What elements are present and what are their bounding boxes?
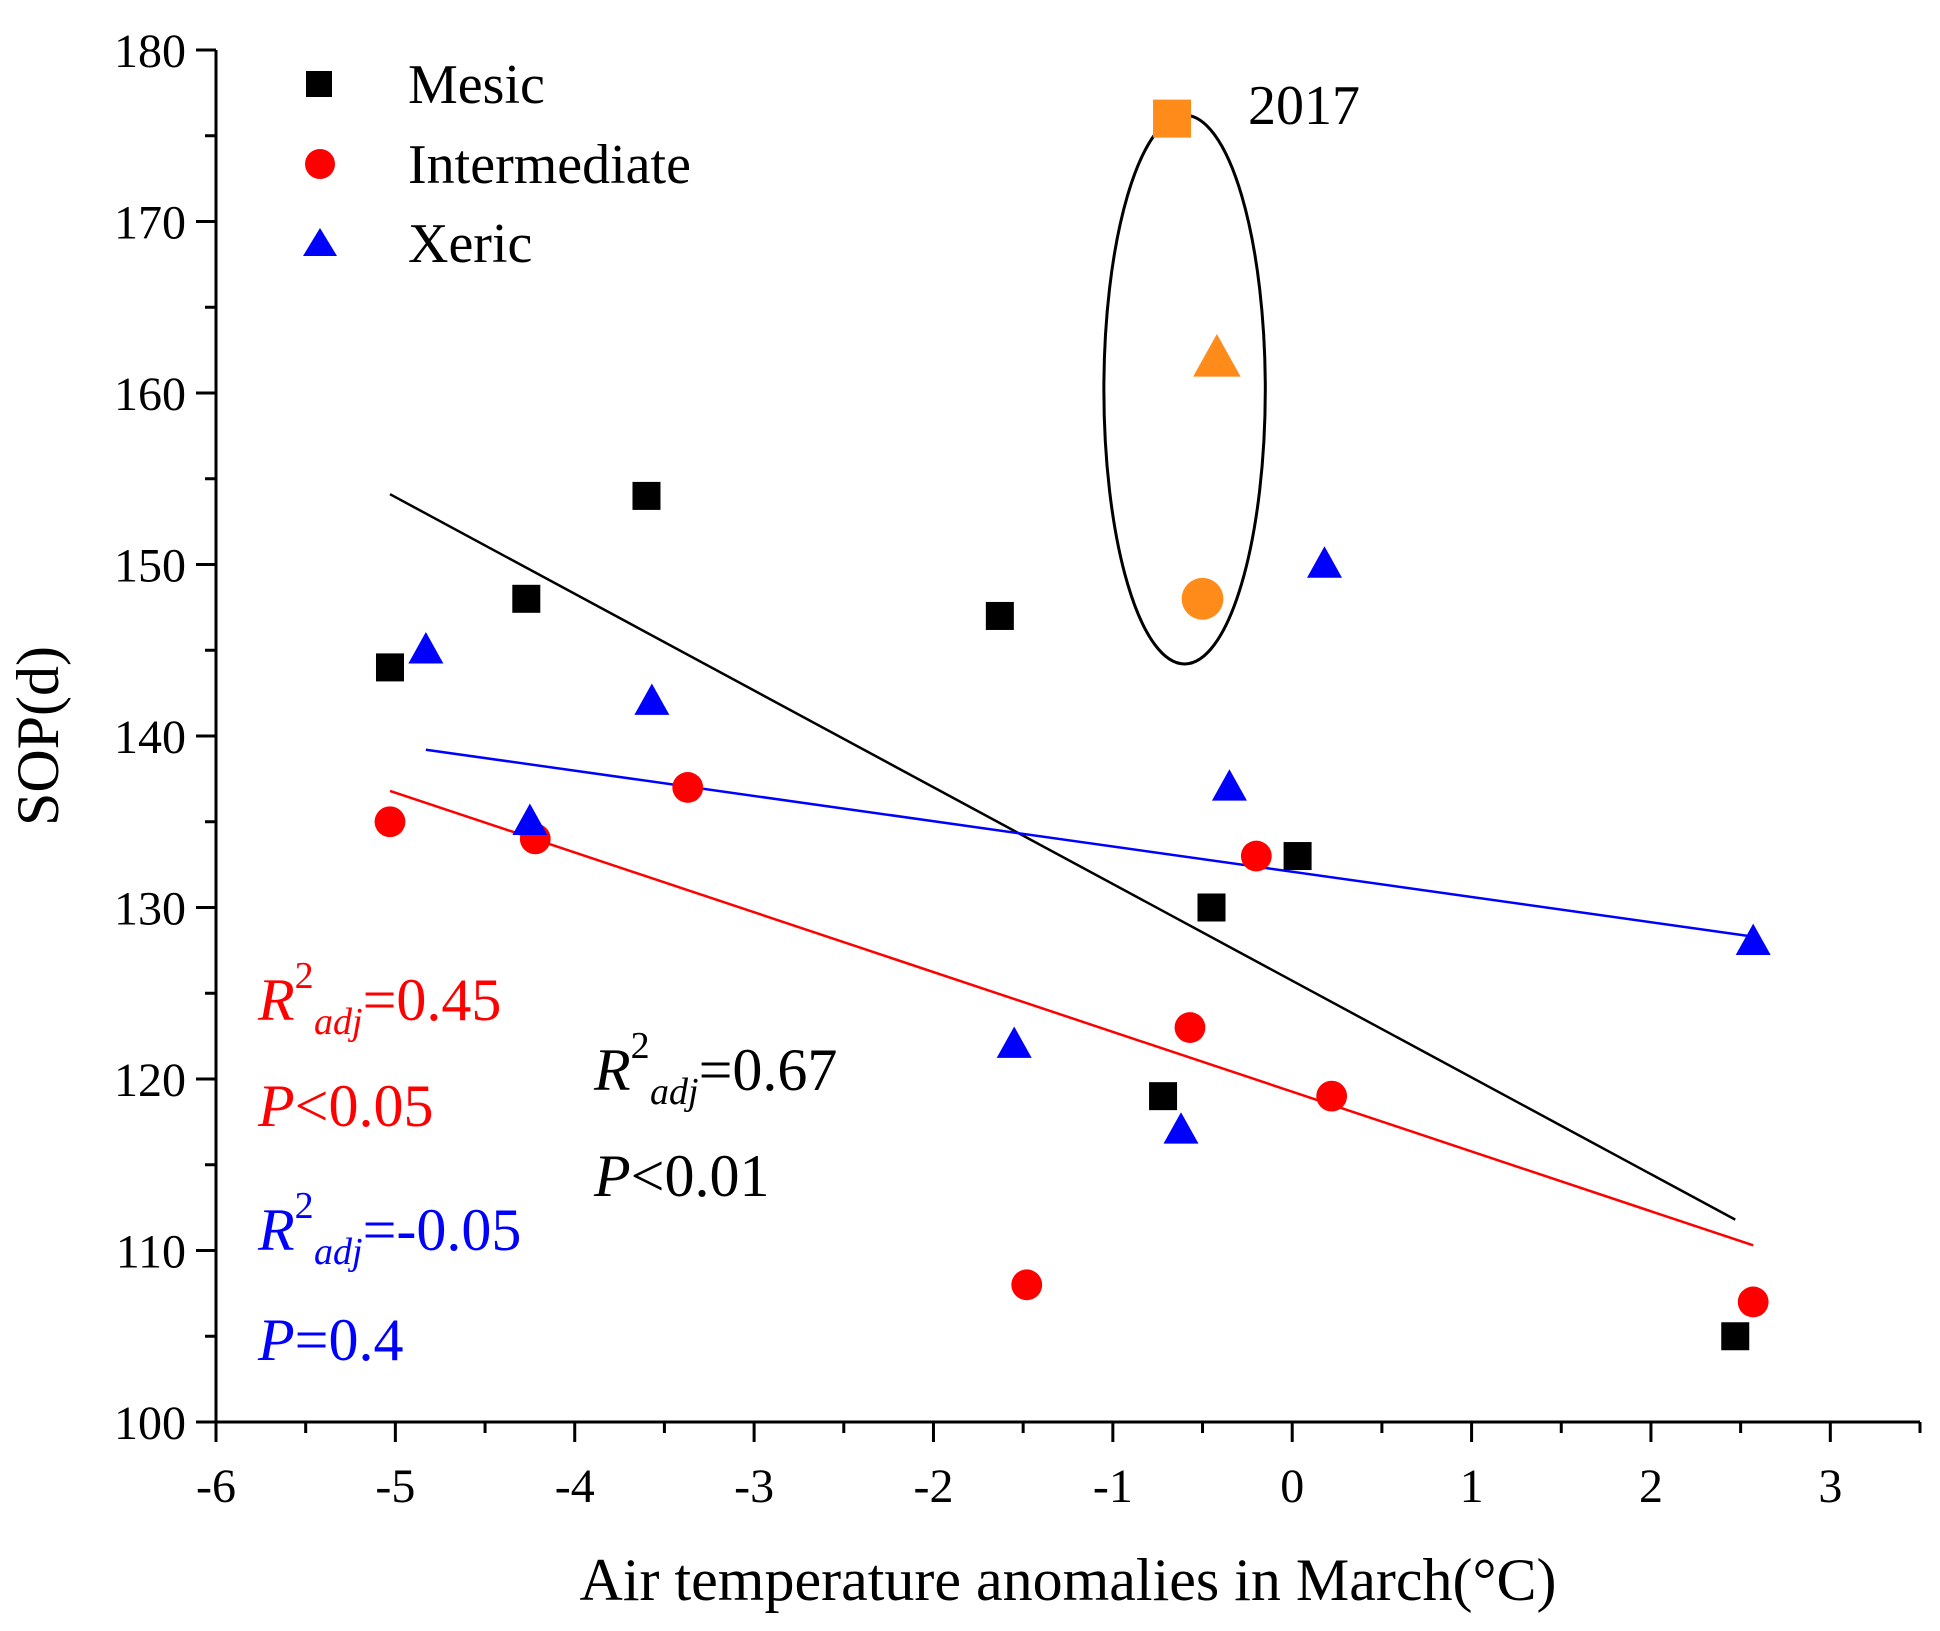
p-intermediate: P<0.05 [257,1073,434,1139]
point-xeric [512,803,548,835]
x-tick-label: -3 [734,1460,774,1513]
y-tick-label: 150 [114,540,186,593]
r2-xeric: R2adj=-0.05 [257,1185,521,1273]
y-tick-label: 110 [116,1226,186,1279]
x-tick-label: -5 [375,1460,415,1513]
legend-marker-mesic [306,71,332,97]
point-2017-circle [1181,577,1224,620]
p-mesic: P<0.01 [593,1143,770,1209]
point-2017-square [1153,99,1192,138]
point-xeric [634,683,670,715]
data-points [374,481,1771,1351]
y-axis-title: SOP(d) [5,646,71,826]
x-tick-label: -1 [1093,1460,1133,1513]
x-tick-label: -2 [913,1460,953,1513]
x-tick-label: 0 [1280,1460,1304,1513]
point-mesic [512,584,541,613]
r2-mesic: R2adj=0.67 [593,1025,837,1113]
x-tick-label: -4 [555,1460,595,1513]
r2-intermediate: R2adj=0.45 [257,955,501,1043]
point-intermediate [1737,1286,1769,1318]
point-xeric [1735,923,1771,956]
legend-label-xeric: Xeric [408,213,532,275]
y-tick-label: 180 [114,25,186,78]
point-intermediate [1316,1080,1348,1112]
point-xeric [1211,769,1247,801]
y-ticks: 100 110 120 130 140 150 160 170 180 [114,25,216,1450]
legend-marker-xeric [303,228,337,256]
point-xeric [996,1026,1032,1058]
p-xeric: P=0.4 [257,1307,404,1373]
point-xeric [408,632,444,664]
point-2017-triangle [1193,333,1241,377]
point-mesic [632,481,661,510]
stats-mesic: R2adj=0.67 P<0.01 [593,1025,837,1209]
point-mesic [1197,893,1226,922]
point-xeric [1163,1112,1199,1144]
stats-xeric: R2adj=-0.05 P=0.4 [257,1185,521,1373]
legend-marker-intermediate [305,149,335,179]
x-tick-label: -6 [196,1460,236,1513]
point-intermediate [1240,840,1272,872]
y-tick-label: 100 [114,1397,186,1450]
fit-line-xeric [425,748,1754,938]
x-axis-title: Air temperature anomalies in March(°C) [580,1547,1557,1613]
x-ticks: -6 -5 -4 -3 -2 -1 0 1 2 3 [196,1422,1922,1513]
point-intermediate [1011,1269,1043,1301]
highlight-2017-ellipse [1102,113,1267,666]
point-mesic [1283,842,1312,871]
x-tick-label: 3 [1818,1460,1842,1513]
y-tick-label: 160 [114,368,186,421]
stats-intermediate: R2adj=0.45 P<0.05 [257,955,501,1139]
fit-line-mesic [389,493,1736,1221]
point-mesic [1149,1082,1178,1111]
x-tick-label: 1 [1460,1460,1484,1513]
fit-line-intermediate [389,789,1754,1247]
legend: Mesic Intermediate Xeric [303,54,691,275]
point-xeric [1306,546,1342,578]
point-intermediate [374,806,406,838]
point-mesic [1721,1322,1750,1351]
y-tick-label: 120 [114,1054,186,1107]
y-tick-label: 140 [114,711,186,764]
legend-label-mesic: Mesic [408,54,545,116]
point-intermediate [672,772,704,803]
point-intermediate [1174,1012,1206,1043]
highlight-2017-group: 2017 [1102,75,1360,666]
point-mesic [375,653,404,682]
point-mesic [985,601,1014,630]
y-tick-label: 130 [114,883,186,936]
regression-lines [389,493,1754,1247]
x-tick-label: 2 [1639,1460,1663,1513]
legend-label-intermediate: Intermediate [408,134,691,196]
y-tick-label: 170 [114,197,186,250]
highlight-2017-label: 2017 [1248,75,1360,137]
